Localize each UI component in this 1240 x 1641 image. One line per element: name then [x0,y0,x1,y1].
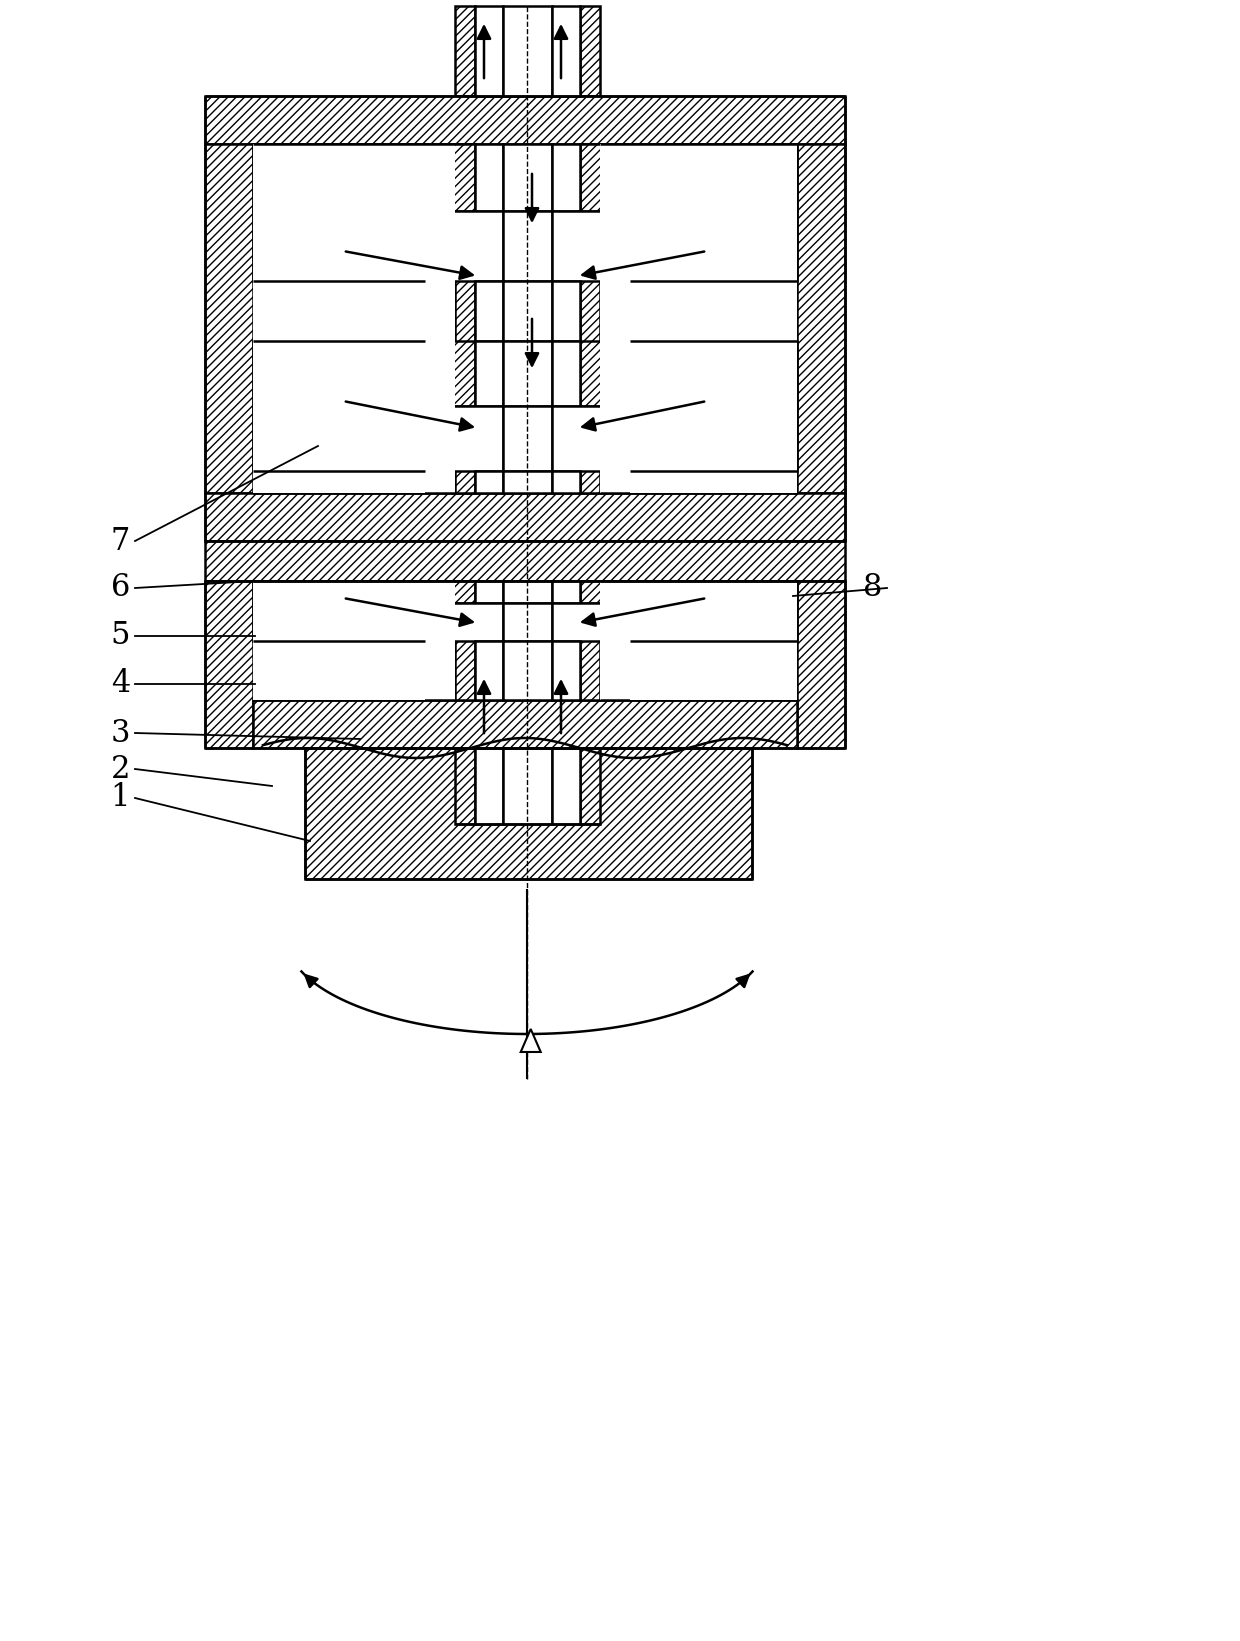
Polygon shape [630,405,797,471]
Bar [552,281,580,341]
Text: 2: 2 [110,753,130,784]
Bar [475,144,503,212]
Bar [253,281,425,341]
Bar [630,471,797,492]
Bar [425,602,503,642]
Polygon shape [253,212,425,281]
Polygon shape [253,341,475,405]
Bar [580,581,600,701]
Polygon shape [630,602,797,642]
Bar [253,471,425,492]
Bar [600,581,797,701]
Bar [552,602,630,642]
Bar [552,471,580,492]
Bar [580,748,600,824]
Bar [797,144,844,492]
Bar [253,581,455,701]
Bar [475,281,503,341]
Bar [503,471,552,492]
Bar [253,144,797,492]
Bar [253,144,455,492]
Bar [205,144,253,492]
Bar [552,405,630,471]
Bar [580,144,600,492]
Text: 4: 4 [110,668,130,699]
Bar [205,542,844,581]
Bar [552,642,580,701]
Bar [455,581,475,701]
Bar [503,7,552,97]
Bar [552,581,580,602]
Bar [600,144,797,492]
Bar [475,748,503,824]
Text: 1: 1 [110,783,130,814]
Bar [475,7,503,97]
Bar [503,642,552,701]
Polygon shape [580,341,797,405]
Text: 3: 3 [110,717,130,748]
Bar [205,97,844,144]
Text: 7: 7 [110,525,130,556]
Bar [205,581,253,748]
Polygon shape [630,212,797,281]
Bar [552,341,580,405]
Polygon shape [580,144,797,212]
Bar [552,144,580,212]
Bar [475,642,503,701]
Text: 8: 8 [863,573,882,604]
Bar [503,144,552,212]
Bar [552,748,580,824]
Bar [253,642,425,701]
Bar [455,144,475,492]
Bar [475,471,503,492]
Text: 5: 5 [110,620,130,651]
Polygon shape [253,581,475,602]
Bar [475,341,503,405]
Bar [552,212,630,281]
Bar [205,492,844,542]
Polygon shape [521,1029,541,1052]
Bar [503,281,552,341]
Bar [503,341,552,405]
Bar [580,7,600,97]
Bar [503,405,552,471]
Bar [503,602,552,642]
Bar [630,642,797,701]
Bar [503,212,552,281]
Bar [425,212,503,281]
Bar [305,748,751,880]
Bar [503,581,552,602]
Bar [253,581,797,701]
Polygon shape [253,144,475,212]
Polygon shape [580,581,797,602]
Polygon shape [253,602,425,642]
Bar [425,405,503,471]
Bar [253,701,797,748]
Bar [503,748,552,824]
Bar [455,7,475,97]
Bar [630,281,797,341]
Bar [797,581,844,748]
Polygon shape [253,405,425,471]
Bar [552,7,580,97]
Text: 6: 6 [110,573,130,604]
Bar [455,748,475,824]
Bar [475,581,503,602]
